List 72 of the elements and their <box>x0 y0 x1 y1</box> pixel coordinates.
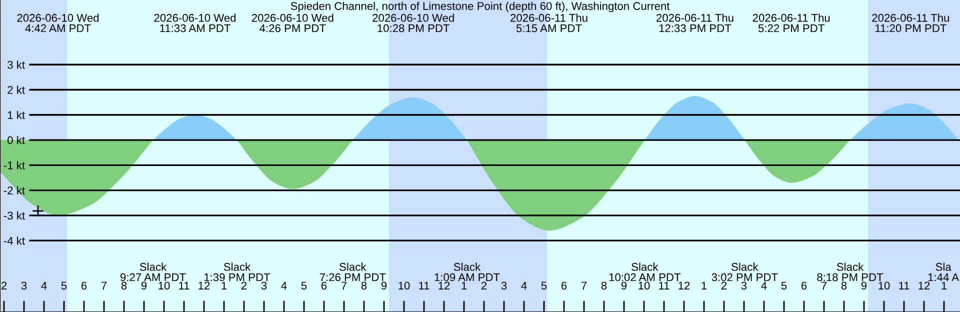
x-tick-label: 6 <box>801 282 807 290</box>
x-tick-label: 8 <box>121 282 127 290</box>
annotation: Sla 1:44 A <box>928 262 960 282</box>
x-tick-label: 10 <box>638 282 650 290</box>
annotation: Slack 3:02 PM PDT <box>712 262 778 282</box>
x-tick-label: 4 <box>761 282 767 290</box>
x-tick-label: 11 <box>179 282 190 290</box>
annotation: 2026-06-11 Thu 11:20 PM PDT <box>872 14 949 32</box>
y-tick-label: -3 kt <box>4 211 25 220</box>
annotation: Slack 9:27 AM PDT <box>120 262 186 282</box>
annotation: 2026-06-10 Wed 11:33 AM PDT <box>154 14 236 32</box>
x-tick-label: 11 <box>659 282 670 290</box>
x-tick-label: 2 <box>481 282 487 290</box>
x-tick-label: 5 <box>61 282 67 290</box>
x-tick-label: 8 <box>361 282 367 290</box>
x-tick-label: 11 <box>419 282 430 290</box>
x-tick-label: 8 <box>841 282 847 290</box>
x-tick-label: 3 <box>741 282 747 290</box>
x-tick-label: 3 <box>501 282 507 290</box>
x-tick-label: 3 <box>261 282 267 290</box>
x-tick-label: 4 <box>281 282 287 290</box>
x-tick-label: 2 <box>1 282 7 290</box>
x-tick-label: 2 <box>241 282 247 290</box>
annotation: Slack 7:26 PM PDT <box>320 262 386 282</box>
annotation: 2026-06-11 Thu 12:33 PM PDT <box>656 14 734 32</box>
y-tick-label: 3 kt <box>8 60 25 69</box>
x-tick-label: 12 <box>678 282 690 290</box>
x-tick-label: 1 <box>222 282 227 290</box>
x-tick-label: 9 <box>861 282 867 290</box>
x-tick-label: 12 <box>918 282 930 290</box>
x-tick-label: 9 <box>621 282 627 290</box>
x-tick-label: 8 <box>601 282 607 290</box>
annotation: 2026-06-11 Thu 5:15 AM PDT <box>510 14 588 32</box>
x-tick-label: 5 <box>301 282 307 290</box>
annotation: Slack 1:09 AM PDT <box>434 262 500 282</box>
x-tick-label: 4 <box>521 282 527 290</box>
x-tick-label: 10 <box>398 282 410 290</box>
y-tick-label: -4 kt <box>4 236 25 245</box>
x-tick-label: 1 <box>942 282 947 290</box>
y-tick-label: 1 kt <box>8 110 25 120</box>
x-tick-label: 9 <box>381 282 387 290</box>
x-tick-label: 7 <box>101 282 107 290</box>
x-tick-label: 12 <box>438 282 450 290</box>
annotation: Slack 8:18 PM PDT <box>817 262 884 282</box>
x-tick-label: 1 <box>702 282 707 290</box>
annotation: 2026-06-10 Wed 4:26 PM PDT <box>252 14 334 32</box>
y-tick-label: -1 kt <box>4 161 25 170</box>
x-tick-label: 9 <box>141 282 147 290</box>
annotation: Slack 1:39 PM PDT <box>204 262 270 282</box>
x-tick-label: 12 <box>198 282 210 290</box>
x-tick-label: 5 <box>781 282 787 290</box>
annotation: 2026-06-10 Wed 10:28 PM PDT <box>372 14 454 32</box>
x-tick-label: 6 <box>81 282 87 290</box>
x-tick-label: 11 <box>899 282 910 290</box>
x-tick-label: 10 <box>878 282 890 290</box>
x-tick-label: 7 <box>341 282 347 290</box>
x-tick-label: 6 <box>561 282 567 290</box>
y-tick-label: -2 kt <box>4 186 25 194</box>
x-tick-label: 5 <box>541 282 547 290</box>
x-tick-label: 7 <box>581 282 587 290</box>
x-tick-label: 4 <box>41 282 47 290</box>
x-tick-label: 7 <box>821 282 827 290</box>
x-tick-label: 2 <box>721 282 727 290</box>
annotation: Slack 10:02 AM PDT <box>609 262 681 282</box>
annotation: 2026-06-10 Wed 4:42 AM PDT <box>17 14 99 32</box>
x-tick-label: 10 <box>158 282 170 290</box>
x-tick-label: 1 <box>462 282 467 290</box>
x-tick-label: 6 <box>321 282 327 290</box>
x-tick-label: 3 <box>21 282 27 290</box>
chart-title: Spieden Channel, north of Limestone Point (depth 60 ft), Washington Current <box>290 2 670 12</box>
y-tick-label: 2 kt <box>8 86 25 94</box>
annotation: 2026-06-11 Thu 5:22 PM PDT <box>752 14 830 32</box>
